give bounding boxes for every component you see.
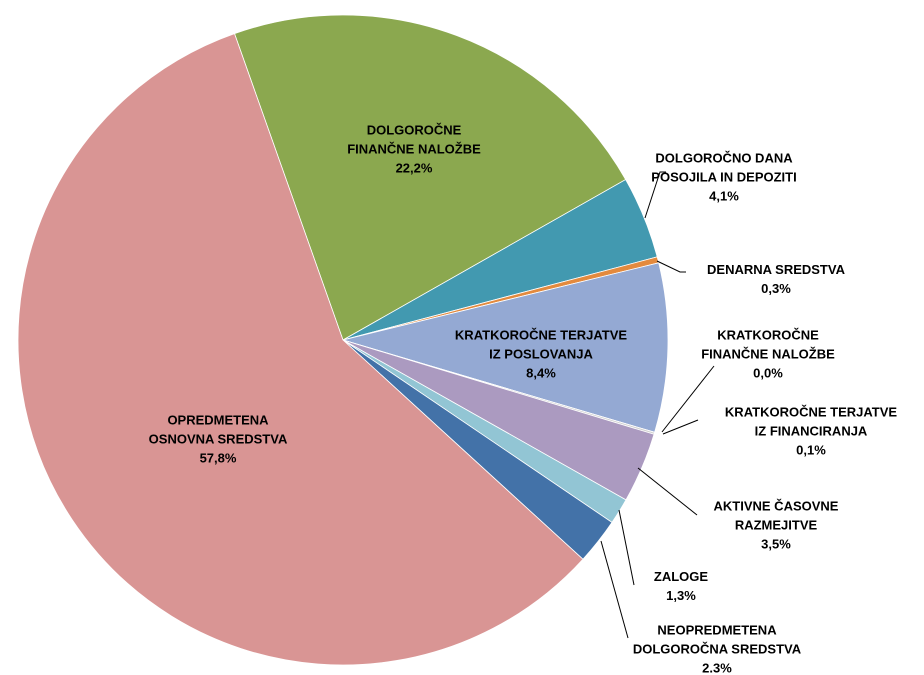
value-label: 2.3% — [702, 660, 732, 675]
pie-slice — [17, 33, 584, 666]
slice-label: POSOJILA IN DEPOZITI — [651, 169, 796, 184]
leader-line — [662, 419, 699, 435]
leader-line — [661, 365, 715, 433]
slice-label: IZ POSLOVANJA — [489, 346, 593, 361]
leader-line — [600, 540, 629, 639]
slice-label: RAZMEJITVE — [735, 517, 818, 532]
slice-label: KRATKOROČNE — [717, 327, 819, 342]
slice-label: OPREDMETENA — [167, 412, 269, 427]
slice-label: IZ FINANCIRANJA — [755, 423, 868, 438]
value-label: 0,3% — [761, 281, 791, 296]
pie-slice — [341, 262, 669, 433]
value-label: 1,3% — [666, 588, 696, 603]
slice-label: DOLGOROČNO DANA — [655, 150, 793, 165]
value-label: 0,0% — [753, 365, 783, 380]
value-label: 22,2% — [396, 160, 433, 175]
leader-line — [637, 467, 698, 516]
slice-label: DOLGOROČNA SREDSTVA — [633, 641, 802, 656]
slice-label: DOLGOROČNE — [367, 122, 462, 137]
slice-label: FINANČNE NALOŽBE — [701, 346, 835, 361]
leader-line — [618, 509, 635, 586]
slice-label: KRATKOROČNE TERJATVE — [725, 404, 897, 419]
slice-label: AKTIVNE ČASOVNE — [714, 498, 839, 513]
slice-label: KRATKOROČNE TERJATVE — [455, 327, 627, 342]
value-label: 3,5% — [761, 536, 791, 551]
leader-line — [644, 171, 666, 219]
slice-label: NEOPREDMETENA — [657, 622, 777, 637]
slice-label: ZALOGE — [654, 569, 708, 584]
pie-slice — [234, 14, 627, 341]
value-label: 0,1% — [796, 442, 826, 457]
slice-label: OSNOVNA SREDSTVA — [149, 431, 288, 446]
value-label: 57,8% — [200, 450, 237, 465]
leader-line — [656, 260, 686, 273]
slice-label: FINANČNE NALOŽBE — [347, 141, 481, 156]
slice-label: DENARNA SREDSTVA — [707, 262, 846, 277]
value-label: 4,1% — [709, 188, 739, 203]
value-label: 8,4% — [526, 365, 556, 380]
